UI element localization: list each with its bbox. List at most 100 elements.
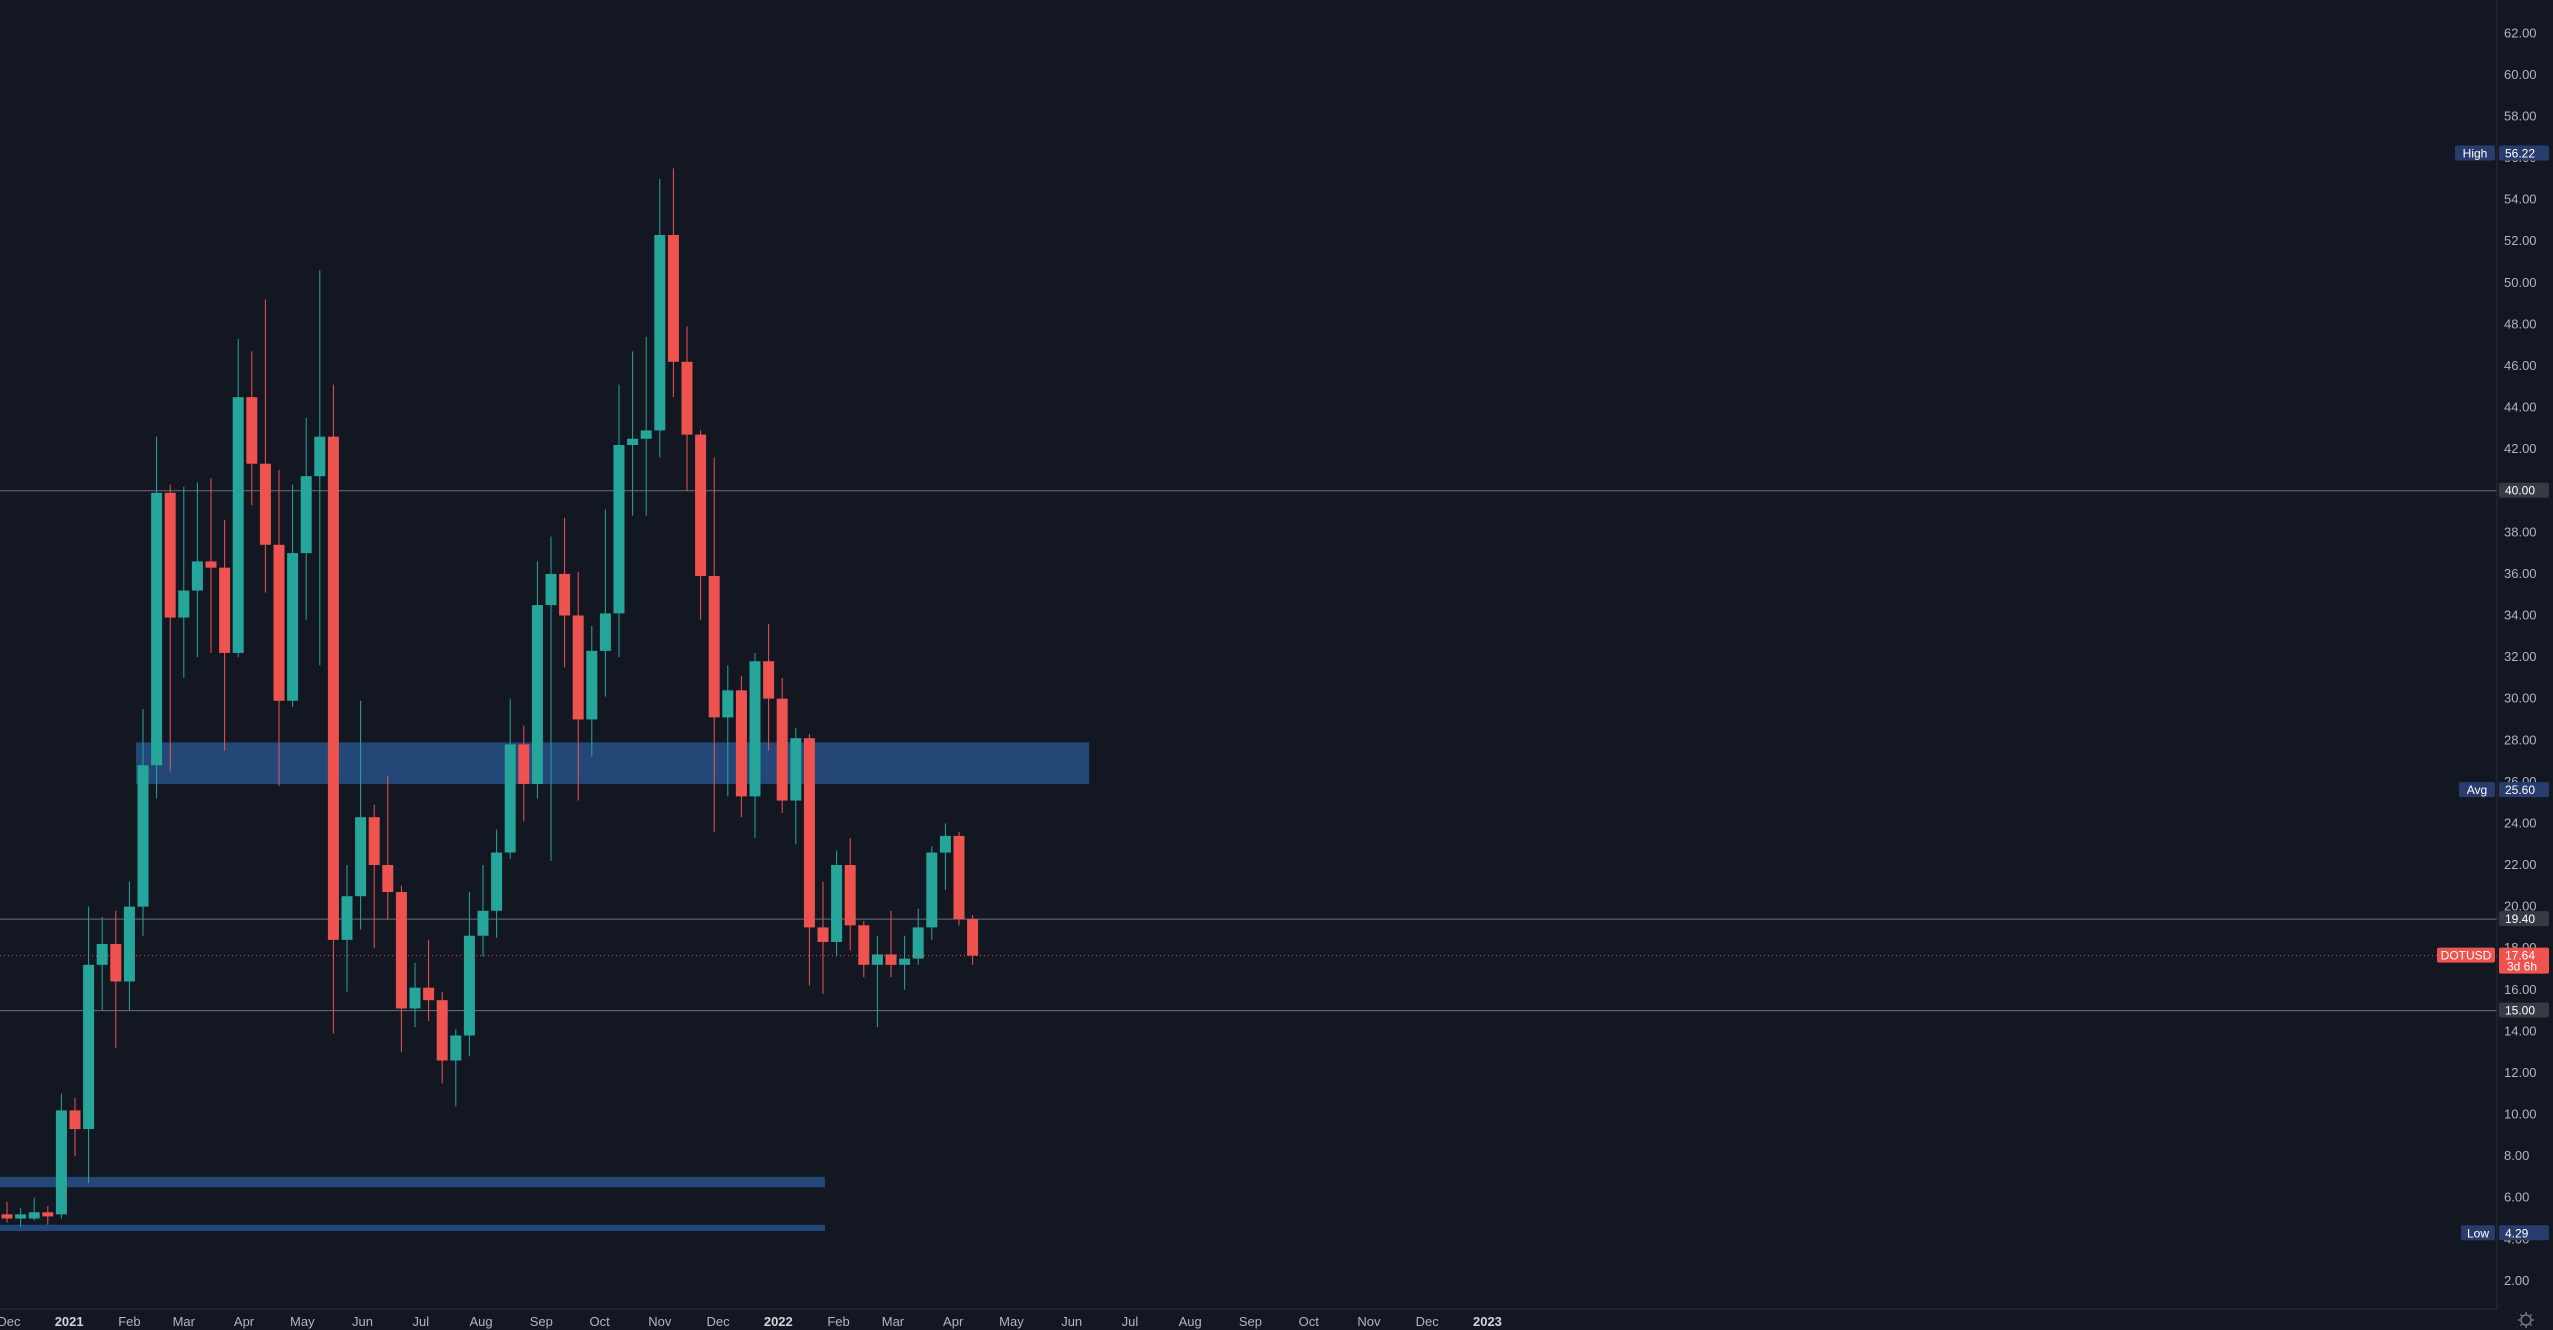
candle-45 [613, 384, 625, 658]
x-tick-label-4: Apr [234, 1314, 255, 1329]
x-tick-label-3: Mar [173, 1314, 196, 1329]
candle-body-7 [96, 944, 108, 965]
candle-10 [137, 709, 149, 936]
y-tick-label-30: 62.00 [2504, 25, 2537, 40]
x-tick-label-21: Sep [1239, 1314, 1262, 1329]
x-tick-label-0: Dec [0, 1314, 21, 1329]
candle-body-60 [817, 927, 829, 942]
high-marker-value: 56.22 [2505, 146, 2535, 160]
candle-body-15 [205, 561, 217, 568]
settings-gear-icon[interactable] [2518, 1312, 2534, 1328]
x-tick-label-18: Jun [1061, 1314, 1082, 1329]
candle-37 [504, 698, 516, 859]
candle-body-61 [831, 865, 843, 942]
y-tick-label-17: 36.00 [2504, 566, 2537, 581]
candle-5 [69, 1097, 81, 1157]
candle-46 [627, 351, 639, 516]
low-marker-value: 4.29 [2505, 1226, 2529, 1240]
avg-marker-bg [2499, 782, 2549, 798]
candle-14 [191, 482, 203, 658]
candle-body-63 [858, 925, 870, 965]
candle-30 [409, 962, 421, 1028]
candle-21 [287, 484, 299, 707]
y-tick-label-22: 46.00 [2504, 358, 2537, 373]
candle-20 [273, 469, 285, 786]
candle-body-5 [69, 1110, 81, 1130]
candle-1 [15, 1208, 27, 1227]
y-tick-label-23: 48.00 [2504, 316, 2537, 331]
candle-43 [586, 625, 598, 757]
x-tick-label-23: Nov [1357, 1314, 1381, 1329]
candle-66 [899, 935, 911, 990]
candle-body-40 [545, 573, 557, 606]
candle-7 [96, 917, 108, 1011]
candle-69 [939, 823, 951, 890]
candle-17 [232, 338, 244, 658]
time-axis[interactable]: Dec 2021 Feb Mar Apr May Jun Jul Aug Sep Oct Nov Dec… [0, 1314, 1502, 1329]
high-marker-bg [2499, 145, 2549, 161]
x-tick-label-14: Feb [827, 1314, 849, 1329]
candle-body-45 [613, 444, 625, 614]
candle-4 [55, 1093, 67, 1219]
x-tick-label-1: 2021 [55, 1314, 84, 1329]
candle-body-0 [1, 1214, 13, 1219]
hline-tag-0-bg [2499, 482, 2549, 498]
candle-0 [1, 1201, 13, 1223]
candle-11 [151, 436, 163, 799]
candle-48 [654, 178, 666, 458]
candle-38 [518, 725, 530, 822]
x-tick-label-19: Jul [1122, 1314, 1139, 1329]
candle-29 [395, 885, 407, 1053]
zone-rect-2 [0, 1224, 825, 1231]
candle-body-20 [273, 544, 285, 701]
candle-body-8 [110, 944, 122, 982]
candle-67 [912, 908, 924, 965]
candle-body-67 [912, 927, 924, 959]
avg-marker-label: Avg [2467, 783, 2487, 797]
y-tick-label-9: 20.00 [2504, 899, 2537, 914]
candle-body-52 [708, 575, 720, 718]
candle-body-57 [776, 698, 788, 801]
candle-39 [531, 561, 543, 799]
y-tick-label-6: 14.00 [2504, 1023, 2537, 1038]
candle-42 [572, 571, 584, 801]
candle-body-2 [28, 1212, 40, 1219]
candle-body-11 [151, 492, 163, 766]
high-marker-label: High [2463, 146, 2488, 160]
candle-body-39 [531, 605, 543, 784]
x-tick-label-9: Sep [530, 1314, 553, 1329]
candle-body-14 [191, 561, 203, 591]
candle-body-12 [164, 492, 176, 618]
candle-27 [368, 804, 380, 949]
candle-18 [246, 351, 258, 506]
candle-body-46 [627, 438, 639, 445]
candle-body-47 [640, 430, 652, 439]
candle-56 [763, 623, 775, 751]
candle-body-69 [939, 835, 951, 853]
axes-layer [0, 0, 2498, 1310]
candle-24 [327, 384, 339, 1034]
zone-rect-0 [136, 742, 1090, 784]
candle-body-22 [300, 476, 312, 554]
y-tick-label-5: 12.00 [2504, 1065, 2537, 1080]
horizontal-lines-layer [0, 490, 2497, 1012]
candle-60 [817, 881, 829, 994]
x-tick-label-25: 2023 [1473, 1314, 1502, 1329]
x-tick-label-2: Feb [118, 1314, 140, 1329]
candle-body-55 [749, 661, 761, 797]
zones-layer [0, 742, 1090, 1231]
candle-body-36 [491, 852, 503, 911]
candle-9 [123, 881, 135, 1011]
x-tick-label-17: May [999, 1314, 1024, 1329]
candle-44 [599, 509, 611, 697]
zone-rect-1 [0, 1176, 825, 1188]
candle-22 [300, 417, 312, 620]
hline-tag-2-value: 15.00 [2505, 1004, 2535, 1018]
candle-8 [110, 910, 122, 1048]
y-tick-label-13: 28.00 [2504, 732, 2537, 747]
y-tick-label-29: 60.00 [2504, 67, 2537, 82]
candle-body-66 [899, 958, 911, 965]
candle-body-71 [967, 919, 979, 956]
low-marker-label-bg [2461, 1225, 2495, 1241]
